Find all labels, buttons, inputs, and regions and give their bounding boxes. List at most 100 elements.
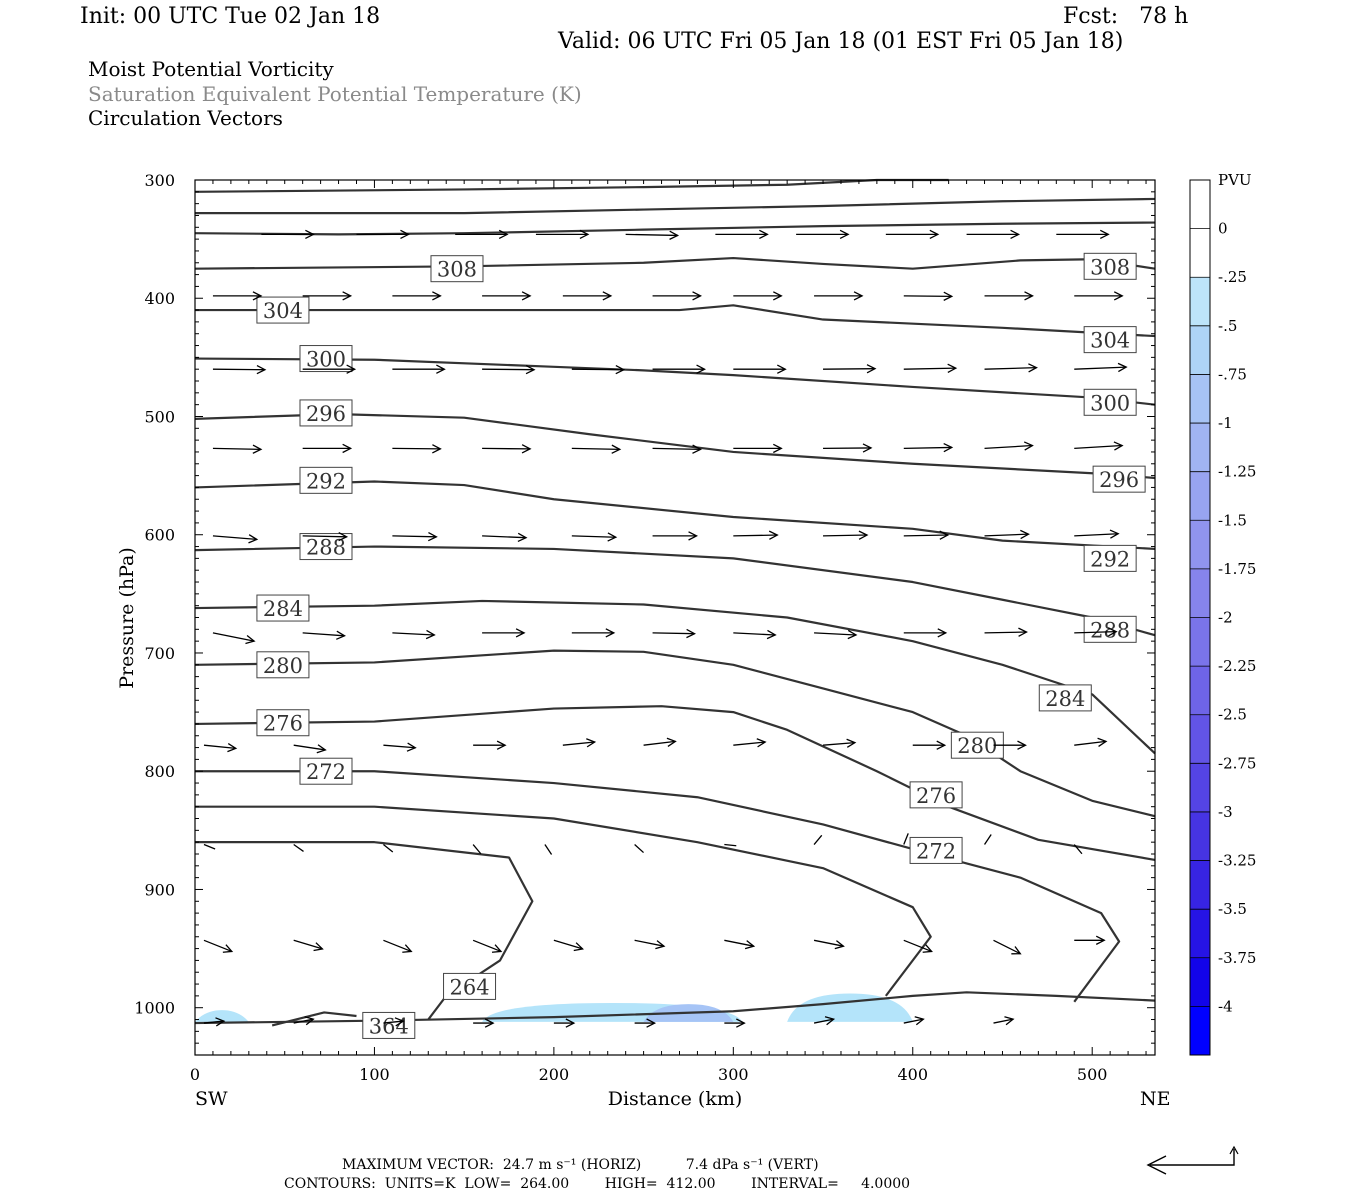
x-tick-label: 400 [897, 1065, 928, 1084]
contour-label: 296 [1099, 468, 1139, 492]
contour-label-box [443, 972, 497, 1000]
circulation-vector [625, 233, 678, 237]
valid-time: Valid: 06 UTC Fri 05 Jan 18 (01 EST Fri … [558, 29, 1124, 54]
vector-arrowhead [696, 364, 707, 374]
contour-line [194, 357, 1156, 406]
vector-arrowhead [602, 291, 613, 301]
circulation-vector [822, 742, 855, 746]
circulation-vector [1074, 366, 1127, 370]
vector-arrowhead [839, 229, 850, 240]
vector-arrowhead [607, 532, 618, 542]
vector-arrowhead [773, 291, 783, 301]
colorbar-swatch [1190, 666, 1210, 716]
vector-arrowhead [496, 740, 507, 750]
contour-label-box [1083, 252, 1137, 280]
contour-label-box [299, 399, 353, 427]
circulation-vector [562, 741, 595, 746]
circulation-vector [203, 843, 216, 850]
vector-arrowhead [692, 291, 703, 301]
field-title-mpv: Moist Potential Vorticity [88, 57, 334, 81]
vector-arrowhead [498, 229, 509, 240]
circulation-vector [823, 534, 868, 537]
vector-arrowhead [666, 737, 677, 747]
contour-info: CONTOURS: UNITS=K LOW= 264.00 HIGH= 412.… [284, 1176, 911, 1192]
circulation-vector [813, 1018, 834, 1024]
vector-arrowhead [304, 1016, 315, 1026]
colorbar-label: -1 [1218, 414, 1233, 432]
y-tick-label: 700 [144, 644, 175, 663]
contour-label: 292 [306, 469, 346, 493]
contour-line [194, 545, 1156, 637]
circulation-vector [212, 535, 257, 541]
colorbar-label: -2 [1218, 609, 1233, 627]
circulation-vector [1074, 444, 1123, 450]
axis-ticks [194, 179, 1155, 1056]
colorbar-swatch [1190, 423, 1210, 473]
vector-arrowhead [521, 291, 532, 301]
vector-arrowhead [525, 364, 536, 375]
colorbar-label: -.75 [1218, 365, 1247, 383]
x-tick-label: 500 [1077, 1065, 1108, 1084]
vector-arrowhead [768, 530, 779, 540]
y-tick-label: 800 [144, 762, 175, 781]
vector-arrowhead [615, 364, 626, 375]
vector-arrowhead [947, 363, 958, 373]
circulation-vector [724, 843, 737, 847]
contour-line [194, 991, 1156, 1025]
vector-arrowhead [853, 291, 864, 301]
circulation-vector [392, 535, 437, 538]
vector-arrowhead [227, 742, 238, 753]
circulation-vector [903, 534, 948, 537]
vector-arrowhead [1010, 229, 1021, 240]
circulation-vector [571, 368, 624, 371]
colorbar-label: -3.25 [1218, 852, 1256, 870]
contour-label-box [299, 466, 353, 494]
circulation-vector [652, 632, 695, 635]
vector-arrowhead [245, 635, 256, 645]
y-tick-label: 600 [144, 526, 175, 545]
contour-label-box [1083, 544, 1137, 572]
contour-label: 284 [1045, 687, 1085, 711]
max-vector-note: MAXIMUM VECTOR: 24.7 m s⁻¹ (HORIZ) 7.4 d… [342, 1157, 819, 1173]
vector-arrowhead [222, 944, 234, 953]
vector-arrowhead [692, 444, 702, 454]
vector-arrowhead [936, 740, 947, 750]
colorbar-swatch [1190, 568, 1210, 618]
reference-vector-icon [1146, 1145, 1239, 1175]
vector-arrowhead [759, 229, 769, 240]
colorbar-label: -3.5 [1218, 900, 1247, 918]
contour-label: 364 [369, 1014, 409, 1038]
vector-arrowhead [252, 291, 263, 301]
vector-arrowhead [573, 942, 584, 952]
colorbar-label: -.25 [1218, 268, 1247, 286]
vector-arrowhead [943, 442, 954, 453]
theta-e-contours: 308 308 304 304 300 300 296 296 292 292 288 288 284 2… [194, 178, 1156, 1039]
circulation-vector [903, 1018, 924, 1024]
contour-label-box [1083, 388, 1137, 416]
circulation-vector [472, 844, 482, 855]
vector-arrowhead [1018, 627, 1028, 637]
vector-arrowhead [646, 1018, 657, 1028]
contour-label-box [1092, 465, 1146, 493]
vector-arrowhead [427, 531, 438, 542]
colorbar-label: -1.25 [1218, 463, 1256, 481]
colorbar-label: -.5 [1218, 317, 1237, 335]
circulation-vector [293, 939, 323, 950]
circulation-vector [903, 446, 952, 450]
vector-arrowhead [937, 628, 948, 638]
circulation-vector [383, 939, 412, 953]
vector-arrowhead [1020, 529, 1030, 540]
contour-label-box [1038, 684, 1092, 712]
pv-shade-area [787, 993, 913, 1022]
pv-shade-area [195, 1010, 249, 1022]
vector-arrowhead [1095, 935, 1106, 945]
contour-label: 284 [263, 597, 303, 621]
circulation-vector [733, 534, 778, 537]
colorbar-label: -2.25 [1218, 657, 1256, 675]
circulation-vector [984, 444, 1033, 450]
contour-line [194, 705, 1156, 861]
colorbar-swatch [1190, 325, 1210, 375]
circulation-vector [302, 535, 347, 538]
contour-label-box [256, 709, 310, 737]
colorbar-label: -1.75 [1218, 560, 1256, 578]
